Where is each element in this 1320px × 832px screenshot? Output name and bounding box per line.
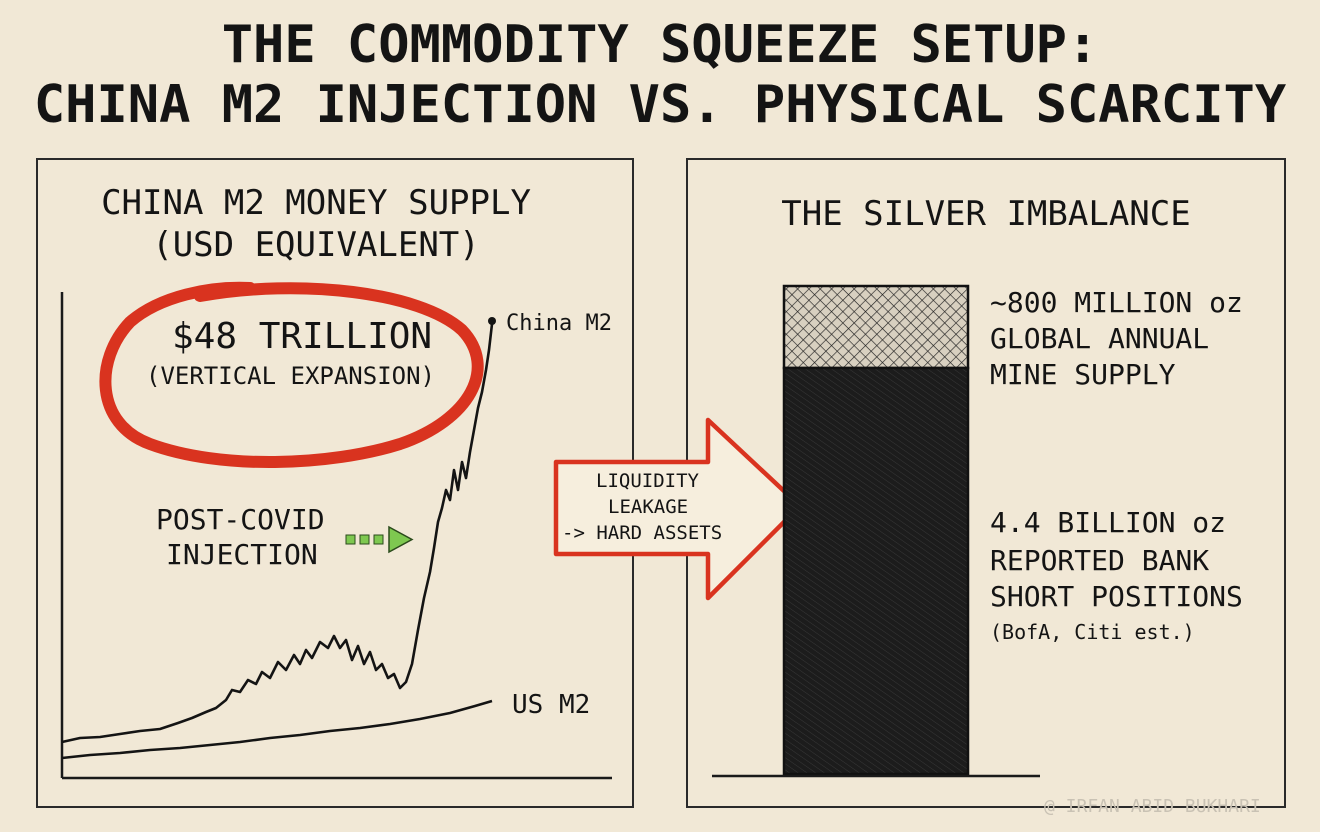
- supply-desc-line2: MINE SUPPLY: [990, 358, 1176, 391]
- short-positions-bar-segment: [782, 366, 970, 776]
- liquidity-leakage-arrow: [553, 417, 803, 601]
- china-m2-panel-title: CHINA M2 MONEY SUPPLY: [101, 183, 531, 223]
- watermark: @ IRFAN ABID BUKHARI: [1044, 796, 1261, 817]
- us-m2-line: [61, 699, 493, 760]
- china-m2-series-label: China M2: [506, 311, 612, 336]
- short-desc-line2: SHORT POSITIONS: [990, 580, 1243, 613]
- short-desc-line1: REPORTED BANK: [990, 544, 1210, 577]
- china-m2-line: [61, 323, 494, 744]
- main-title-line1: THE COMMODITY SQUEEZE SETUP:: [221, 15, 1099, 75]
- post-covid-pointer-arrow: [345, 525, 414, 554]
- china-m2-endpoint-marker: [488, 317, 496, 325]
- trillion-callout-circle: [99, 281, 484, 469]
- arrow-label-line3: -> HARD ASSETS: [562, 522, 723, 544]
- china-m2-panel-subtitle: (USD EQUIVALENT): [152, 225, 480, 265]
- injection-label: INJECTION: [166, 538, 318, 571]
- callout-value: $48 TRILLION: [172, 316, 433, 357]
- silver-imbalance-title: THE SILVER IMBALANCE: [781, 194, 1191, 234]
- short-source-note: (BofA, Citi est.): [990, 620, 1195, 644]
- arrow-label-line1: LIQUIDITY: [596, 470, 699, 492]
- main-title-line2: CHINA M2 INJECTION VS. PHYSICAL SCARCITY: [33, 75, 1287, 135]
- arrow-label-line2: LEAKAGE: [608, 496, 689, 518]
- post-covid-label: POST-COVID: [156, 503, 325, 536]
- short-amount: 4.4 BILLION oz: [990, 506, 1227, 539]
- us-m2-series-label: US M2: [512, 690, 591, 720]
- callout-note: (VERTICAL EXPANSION): [146, 362, 435, 390]
- supply-desc-line1: GLOBAL ANNUAL: [990, 322, 1210, 355]
- mine-supply-bar-segment: [782, 284, 970, 370]
- supply-amount: ~800 MILLION oz: [990, 286, 1243, 319]
